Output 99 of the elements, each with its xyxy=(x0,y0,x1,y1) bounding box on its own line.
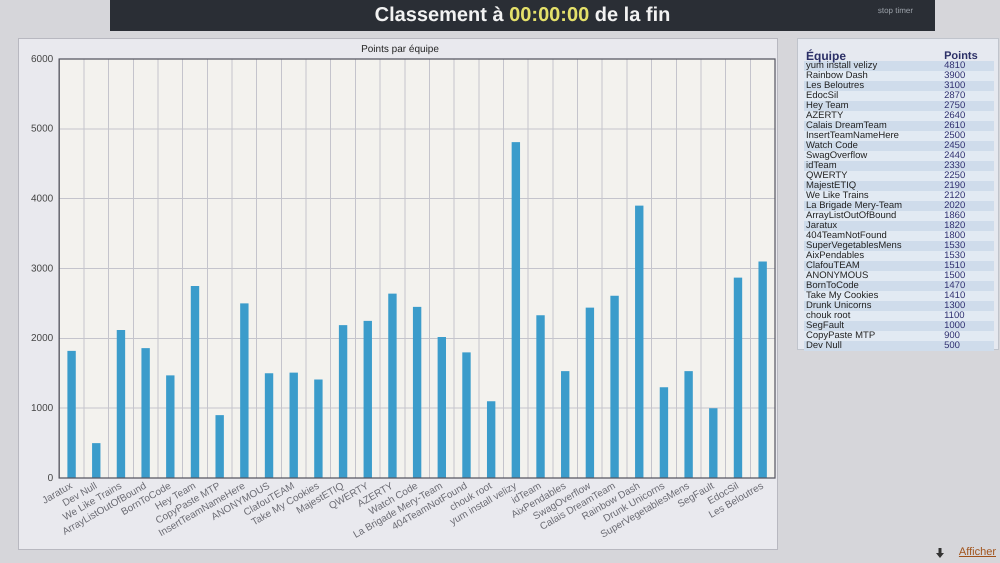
data-label: 1800 xyxy=(942,230,994,241)
bar xyxy=(462,352,471,478)
category-label: Calais DreamTeam xyxy=(804,120,942,131)
data-label: 1410 xyxy=(942,290,994,301)
data-label: 2610 xyxy=(942,120,994,131)
bar xyxy=(388,294,397,478)
category-label: Rainbow Dash xyxy=(804,70,942,81)
bar xyxy=(338,325,348,478)
category-label: InsertTeamNameHere xyxy=(804,130,942,141)
data-label: 2120 xyxy=(942,190,994,201)
bar xyxy=(635,206,644,478)
bar xyxy=(709,408,718,478)
category-label: Dev Null xyxy=(804,340,942,351)
chart-title: Classement à 00:00:00 de la fin xyxy=(374,4,670,26)
category-label: MajestETIQ xyxy=(804,180,942,191)
y-tick-label: 5000 xyxy=(30,124,54,135)
category-label: BornToCode xyxy=(804,280,942,291)
category-label: Watch Code xyxy=(804,140,942,151)
category-label: Jaratux xyxy=(804,220,942,231)
category-label: 404TeamNotFound xyxy=(804,230,942,241)
category-label: CopyPaste MTP xyxy=(804,330,942,341)
category-label: EdocSil xyxy=(804,90,942,101)
bar xyxy=(290,372,298,478)
bar xyxy=(190,286,200,478)
data-label: 3100 xyxy=(942,80,994,91)
text: Points xyxy=(943,50,979,62)
bar xyxy=(684,371,693,478)
data-label: 1820 xyxy=(942,220,994,231)
y-tick-label: 1000 xyxy=(30,402,54,414)
category-label: Drunk Unicorns xyxy=(804,300,942,311)
data-label: 2750 xyxy=(942,100,994,111)
bar xyxy=(141,348,150,478)
bar xyxy=(412,306,422,478)
chart-subtitle: Points par équipe xyxy=(361,44,440,55)
category-label: SuperVegetablesMens xyxy=(804,240,942,251)
text: stop timer xyxy=(878,6,913,15)
category-label: ClafouTEAM xyxy=(804,260,942,271)
category-label: ArrayListOutOfBound xyxy=(804,210,942,221)
bar xyxy=(215,415,224,478)
data-label: 2500 xyxy=(942,130,994,141)
bar xyxy=(561,371,570,478)
data-label: 2250 xyxy=(942,170,994,181)
bar xyxy=(364,320,372,478)
y-tick-label: 4000 xyxy=(30,193,54,204)
bar xyxy=(486,401,496,478)
bar xyxy=(660,387,668,478)
y-tick-label: 3000 xyxy=(30,263,54,274)
bar xyxy=(734,278,742,478)
data-label: 1300 xyxy=(942,300,994,311)
category-label: Les Beloutres xyxy=(804,80,942,91)
category-label: Take My Cookies xyxy=(804,290,942,301)
bar xyxy=(67,350,76,478)
category-label: We Like Trains xyxy=(804,190,942,201)
y-tick-label: 2000 xyxy=(30,333,54,344)
bar xyxy=(92,443,100,478)
category-label: idTeam xyxy=(804,160,942,171)
data-label: 1500 xyxy=(942,270,994,281)
data-label: 2640 xyxy=(942,110,994,121)
category-label: AZERTY xyxy=(804,110,942,121)
bar xyxy=(610,296,619,478)
data-label: 2440 xyxy=(942,150,994,161)
bar xyxy=(586,308,594,478)
data-label: 2020 xyxy=(942,200,994,211)
category-label: SegFault xyxy=(804,320,942,331)
category-label: La Brigade Mery-Team xyxy=(804,200,942,211)
category-label: ANONYMOUS xyxy=(804,270,942,281)
bar xyxy=(536,315,545,478)
data-label: 2870 xyxy=(942,90,994,101)
bar xyxy=(240,303,249,478)
bar xyxy=(166,375,175,478)
text: Équipe xyxy=(805,49,846,63)
bar xyxy=(438,336,446,478)
data-label: 1860 xyxy=(942,210,994,221)
data-label: 2190 xyxy=(942,180,994,191)
data-label: 1530 xyxy=(942,240,994,251)
data-label: 1530 xyxy=(942,250,994,261)
data-label: 500 xyxy=(942,340,994,351)
data-label: 2330 xyxy=(942,160,994,171)
category-label: SwagOverflow xyxy=(804,150,942,161)
data-label: 2450 xyxy=(942,140,994,151)
y-tick-label: 0 xyxy=(48,472,54,484)
data-label: 4810 xyxy=(942,60,994,71)
data-label: 900 xyxy=(942,330,994,341)
bar xyxy=(116,330,126,478)
text: Afficher xyxy=(958,546,996,558)
category-label: Hey Team xyxy=(804,100,942,111)
y-tick-label: 6000 xyxy=(30,54,54,65)
bar xyxy=(264,373,274,478)
data-label: 1000 xyxy=(942,320,994,331)
data-label: 3900 xyxy=(942,70,994,81)
bar xyxy=(758,262,767,478)
data-label: 1470 xyxy=(942,280,994,291)
bar xyxy=(512,142,520,478)
category-label: QWERTY xyxy=(804,170,942,181)
data-label: 1100 xyxy=(942,310,994,321)
category-label: chouk root xyxy=(804,310,942,321)
data-label: 1510 xyxy=(942,260,994,271)
category-label: AixPendables xyxy=(804,250,942,261)
bar xyxy=(314,380,323,478)
